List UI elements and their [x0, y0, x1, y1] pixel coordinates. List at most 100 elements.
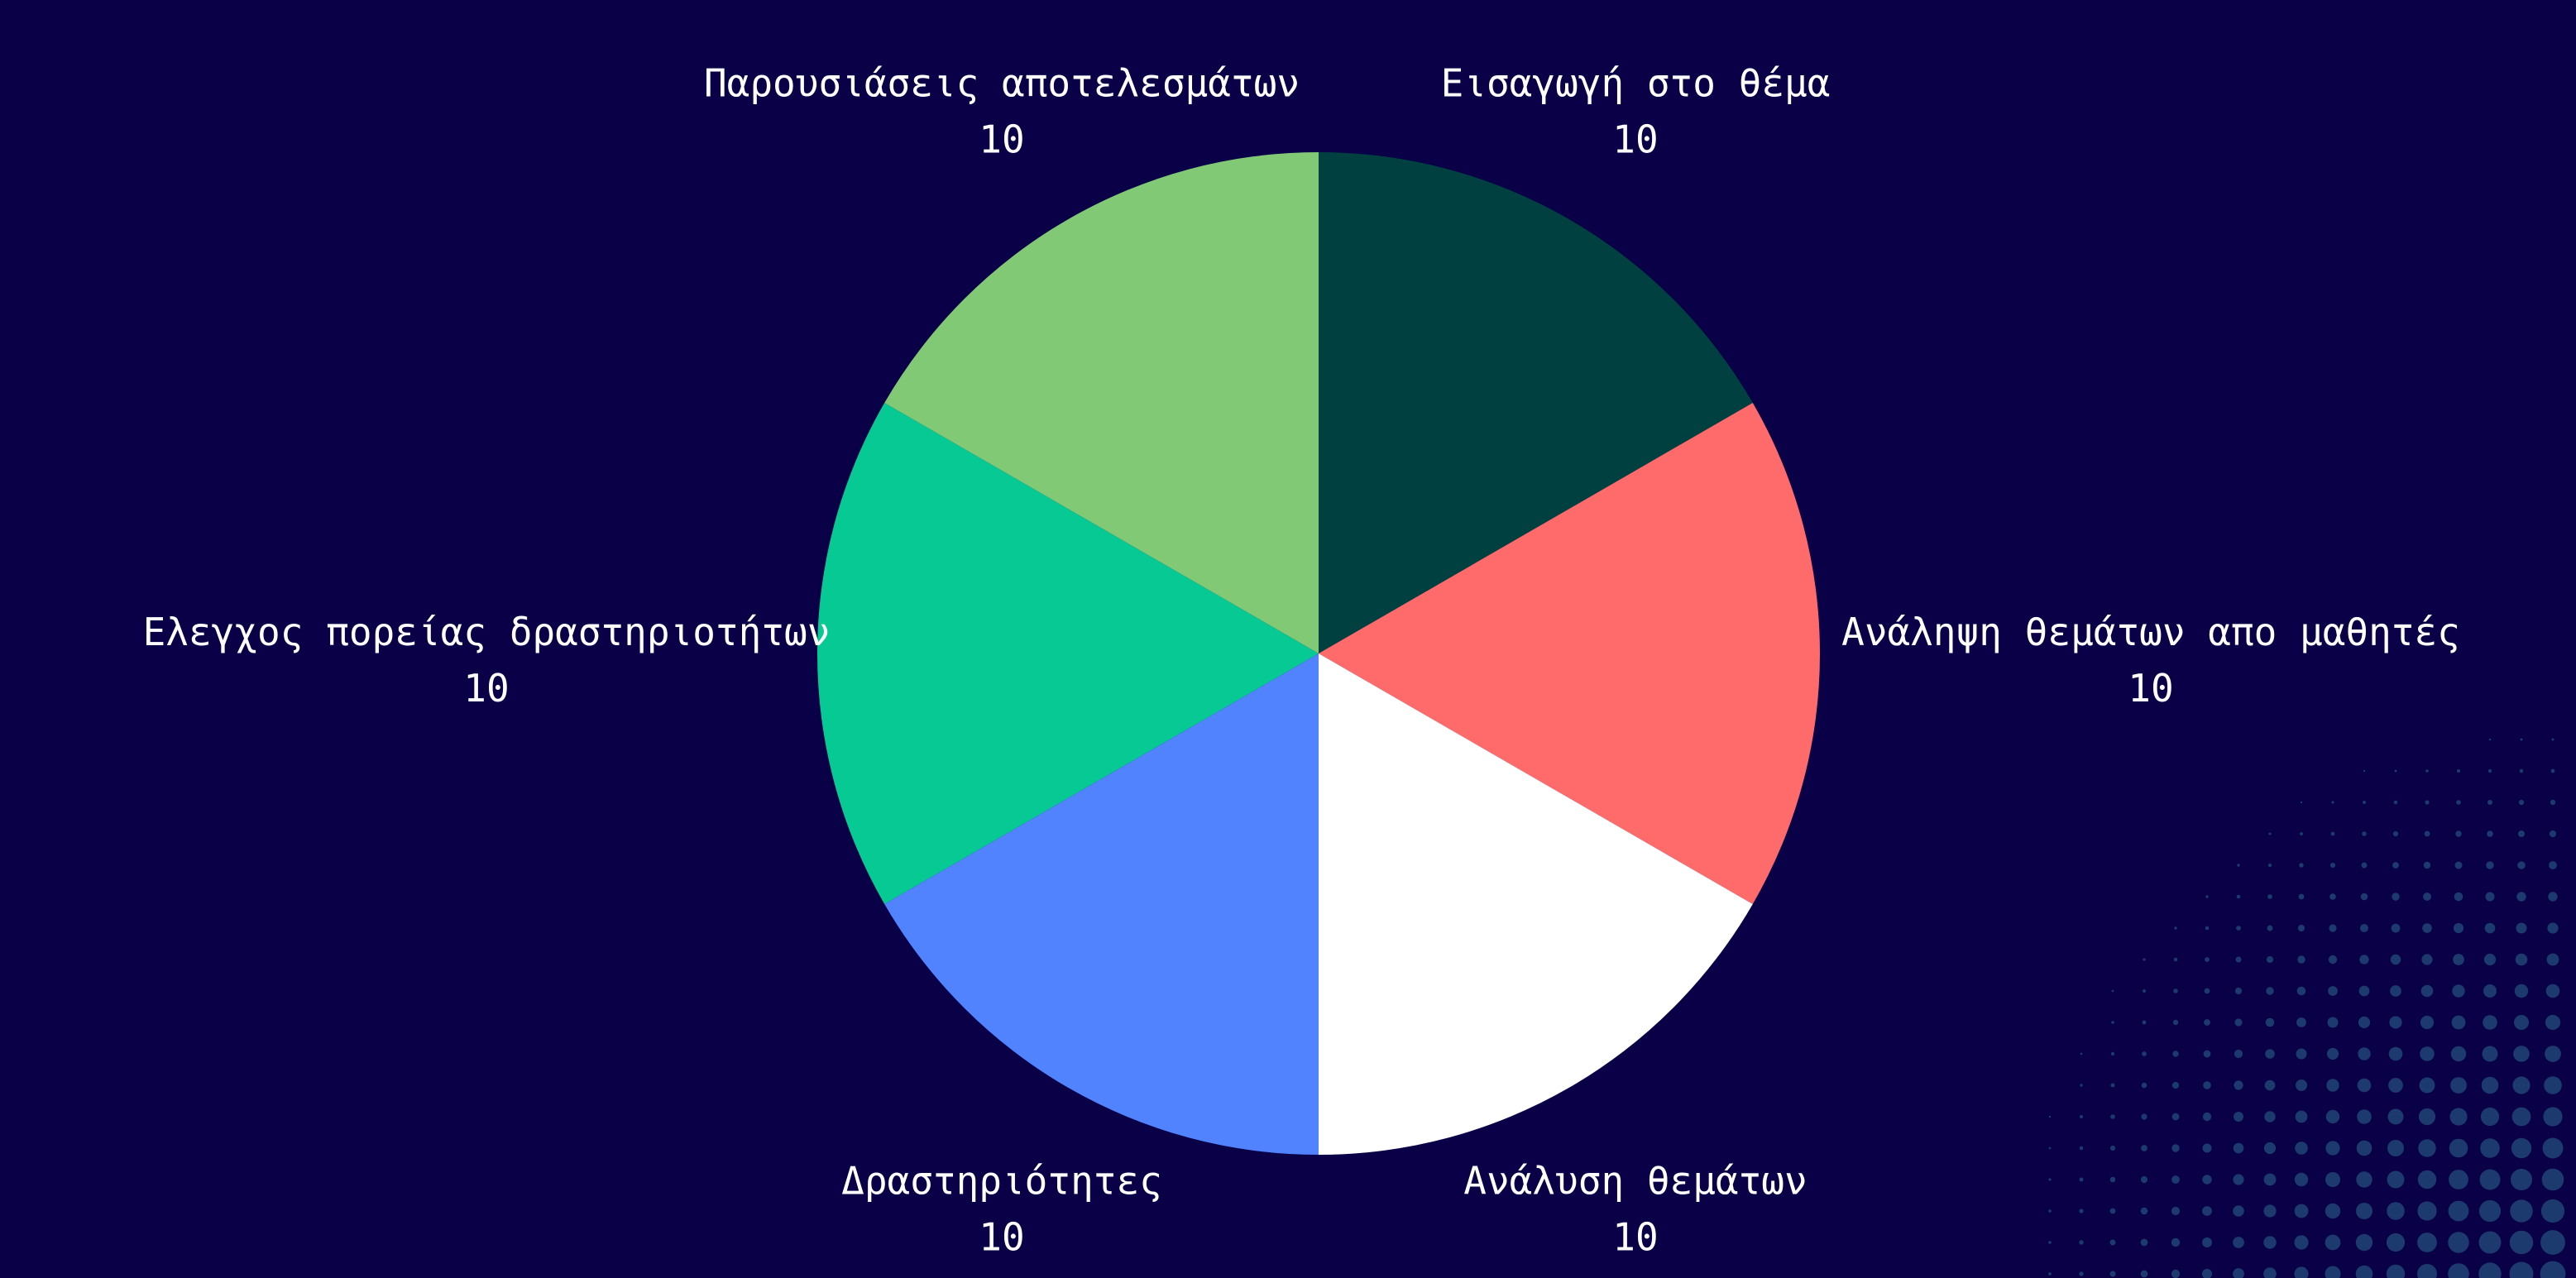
slice-value-label: 10: [2128, 666, 2173, 711]
halftone-dot: [2203, 1081, 2211, 1089]
halftone-dot: [2387, 1171, 2405, 1189]
halftone-dot: [2513, 1046, 2530, 1062]
halftone-dot: [2387, 1265, 2405, 1278]
halftone-dot: [2455, 862, 2463, 869]
halftone-dot: [2202, 1269, 2212, 1278]
halftone-dot: [2296, 1111, 2308, 1123]
halftone-dot: [2550, 830, 2556, 837]
halftone-dot: [2418, 1139, 2435, 1156]
halftone-dot: [2481, 1108, 2499, 1126]
halftone-dot: [2361, 893, 2368, 901]
halftone-dot: [2331, 832, 2335, 836]
halftone-dot: [2234, 1018, 2242, 1026]
halftone-dot: [2518, 830, 2525, 837]
halftone-dot: [2174, 958, 2178, 962]
slice-category-label: Ελεγχος πορείας δραστηριοτήτων: [143, 610, 831, 654]
halftone-dot: [2267, 926, 2273, 931]
halftone-dot: [2080, 1053, 2083, 1055]
halftone-dot: [2110, 1177, 2116, 1183]
halftone-dot: [2449, 1201, 2469, 1222]
halftone-dot: [2543, 1107, 2562, 1126]
halftone-dot: [2141, 1239, 2148, 1247]
halftone-dot: [2487, 800, 2492, 805]
halftone-dot: [2357, 1141, 2373, 1156]
halftone-dot: [2203, 1144, 2212, 1153]
halftone-dot: [2545, 1046, 2561, 1062]
halftone-dot: [2301, 802, 2302, 803]
slice-category-label: Ανάλυση θεμάτων: [1463, 1158, 1807, 1203]
halftone-dot: [2263, 1204, 2276, 1217]
halftone-dot: [2514, 1015, 2529, 1030]
halftone-dot: [2171, 1207, 2180, 1215]
halftone-dot: [2358, 1017, 2370, 1028]
halftone-dot: [2547, 954, 2559, 966]
halftone-dot: [2295, 1173, 2308, 1186]
slice-value-label: 10: [979, 117, 1024, 162]
halftone-dot: [2360, 924, 2368, 932]
halftone-dot: [2425, 769, 2429, 773]
halftone-dot: [2449, 1108, 2467, 1125]
halftone-dot: [2329, 924, 2336, 931]
halftone-dot: [2520, 769, 2524, 773]
halftone-dot: [2511, 1138, 2531, 1158]
halftone-dot: [2234, 1143, 2244, 1154]
pie-slices: [817, 152, 1820, 1155]
slice-value-label: 10: [1612, 1214, 1658, 1259]
halftone-dot: [2264, 1111, 2275, 1122]
halftone-dot: [2329, 955, 2337, 964]
halftone-dot: [2420, 1046, 2435, 1061]
halftone-dot: [2325, 1235, 2341, 1251]
halftone-dot: [2359, 986, 2370, 997]
halftone-dot: [2480, 1138, 2500, 1158]
halftone-dot: [2387, 1202, 2405, 1220]
halftone-dot: [2299, 894, 2305, 900]
halftone-dot: [2549, 861, 2557, 869]
halftone-dot: [2544, 1076, 2562, 1094]
halftone-dot: [2205, 895, 2208, 897]
halftone-dot: [2517, 861, 2526, 869]
halftone-dot: [2479, 1200, 2501, 1222]
halftone-dot: [2422, 923, 2432, 933]
halftone-dot: [2111, 1052, 2114, 1055]
halftone-dot: [2551, 769, 2555, 773]
halftone-dot: [2420, 1016, 2434, 1029]
halftone-dot: [2420, 1078, 2435, 1094]
halftone-dot: [2489, 739, 2492, 741]
halftone-dot: [2080, 1146, 2084, 1151]
halftone-dot: [2542, 1169, 2564, 1191]
halftone-dot: [2363, 770, 2365, 772]
halftone-dot: [2295, 1204, 2309, 1218]
halftone-dot: [2479, 1232, 2502, 1254]
halftone-dot: [2205, 926, 2210, 931]
halftone-dot: [2543, 1138, 2564, 1159]
halftone-dot: [2448, 1232, 2468, 1252]
halftone-dot: [2205, 957, 2210, 962]
halftone-dot: [2298, 925, 2305, 931]
halftone-dot: [2264, 1174, 2277, 1186]
halftone-dot: [2296, 1017, 2306, 1027]
halftone-dot: [2331, 801, 2334, 803]
halftone-dot: [2268, 864, 2272, 867]
halftone-dot: [2263, 1267, 2277, 1278]
halftone-dot: [2387, 1140, 2404, 1156]
halftone-dot: [2359, 955, 2368, 964]
halftone-dot: [2234, 1050, 2243, 1058]
halftone-dot: [2388, 1078, 2403, 1093]
halftone-dot: [2388, 1109, 2404, 1125]
halftone-dot: [2512, 1108, 2531, 1127]
halftone-dot: [2519, 800, 2524, 805]
halftone-dot: [2510, 1231, 2533, 1254]
halftone-dot: [2394, 801, 2398, 805]
slice-category-label: Ανάληψη θεμάτων απο μαθητές: [1841, 610, 2460, 654]
halftone-dot: [2510, 1262, 2534, 1278]
halftone-dot: [2048, 1178, 2051, 1180]
halftone-dot: [2171, 1238, 2180, 1247]
halftone-dot: [2141, 1208, 2148, 1215]
halftone-dot: [2237, 864, 2239, 866]
halftone-dot: [2389, 1016, 2401, 1028]
slice-value-label: 10: [979, 1214, 1024, 1259]
halftone-dot: [2516, 892, 2526, 901]
halftone-dot: [2550, 800, 2555, 805]
halftone-dot: [2327, 1048, 2339, 1060]
